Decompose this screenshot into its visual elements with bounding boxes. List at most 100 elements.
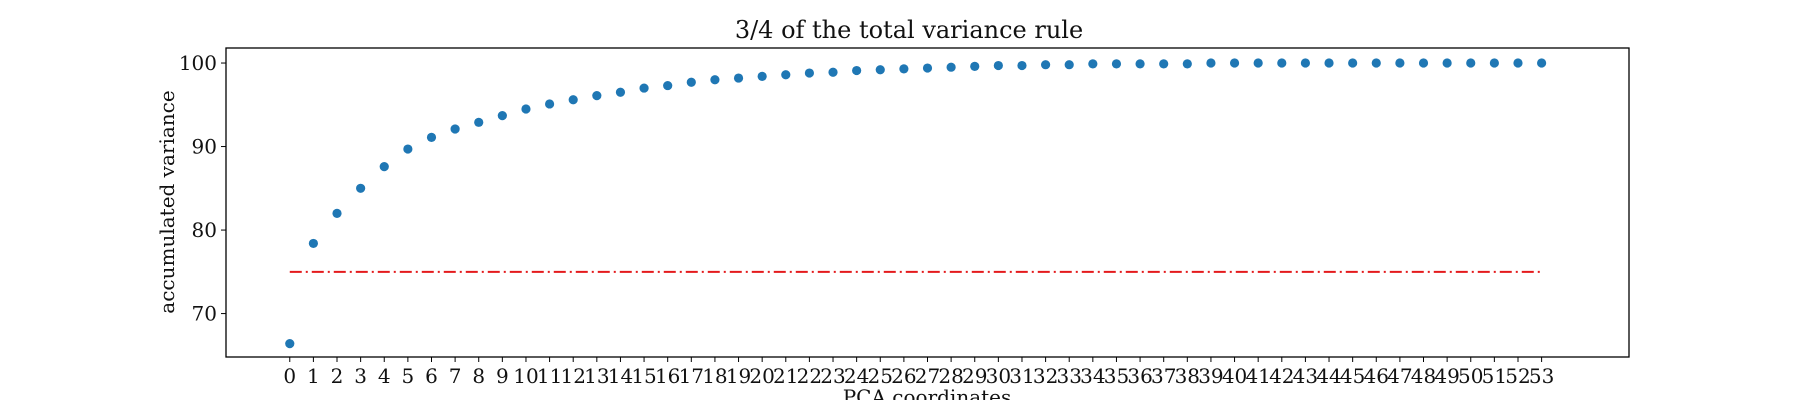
data-point [804,68,815,78]
data-point [1017,60,1027,71]
x-tick-label: 12 [560,364,585,388]
data-points [285,58,1547,349]
x-tick-label: 26 [891,364,916,388]
data-point [1537,58,1547,68]
x-tick-label: 22 [797,364,822,388]
x-tick-label: 43 [1293,364,1318,388]
x-tick-label: 46 [1364,364,1389,388]
x-tick-label: 9 [496,364,509,388]
x-tick-label: 34 [1080,364,1105,388]
x-tick-label: 51 [1482,364,1507,388]
y-tick-label: 80 [192,218,217,242]
x-tick-label: 32 [1033,364,1058,388]
data-point [828,67,838,77]
y-tick-label: 100 [179,51,217,75]
x-tick-label: 15 [631,364,656,388]
x-tick-label: 20 [749,364,774,388]
x-tick-label: 50 [1458,364,1483,388]
data-point [1348,58,1358,68]
data-point [568,95,578,105]
plot-frame [225,47,1630,358]
data-point [615,87,626,97]
x-axis-ticks: 0 1 2 3 4 5 6 7 8 9 101112131415161718192021222324… [283,357,1554,388]
x-tick-label: 28 [938,364,963,388]
data-point [474,117,484,127]
x-tick-label: 4 [378,364,391,388]
data-point [332,208,342,218]
data-point [379,161,389,172]
x-tick-label: 31 [1009,364,1034,388]
x-tick-label: 21 [773,364,798,388]
data-point [1418,58,1429,68]
data-point [1466,58,1476,68]
data-point [875,65,885,75]
x-tick-label: 8 [472,364,485,388]
x-tick-label: 5 [402,364,415,388]
x-tick-label: 13 [584,364,609,388]
data-point [1513,58,1523,68]
data-point [1206,58,1216,68]
data-point [521,104,531,114]
data-point [1229,58,1240,68]
x-tick-label: 52 [1505,364,1530,388]
data-point [757,71,767,81]
x-tick-label: 18 [702,364,727,388]
data-point [1489,58,1499,68]
data-point [1159,59,1169,69]
x-tick-label: 37 [1151,364,1176,388]
y-tick-label: 90 [192,135,217,159]
x-tick-label: 53 [1529,364,1554,388]
data-point [450,124,460,134]
data-point [426,132,437,142]
x-tick-label: 47 [1387,364,1412,388]
x-tick-label: 25 [868,364,893,388]
x-tick-label: 39 [1198,364,1223,388]
x-tick-label: 44 [1316,364,1341,388]
data-point [497,111,507,121]
data-point [1111,59,1122,69]
x-tick-label: 3 [354,364,367,388]
data-point [852,65,862,76]
x-tick-label: 45 [1340,364,1365,388]
data-point [1442,58,1452,68]
x-tick-label: 14 [608,364,633,388]
x-tick-label: 29 [962,364,987,388]
x-tick-label: 19 [726,364,751,388]
data-point [663,80,673,91]
x-tick-label: 23 [820,364,845,388]
data-point [1064,60,1074,70]
x-axis-label: PCA coordinates [843,385,1012,400]
x-tick-label: 17 [679,364,704,388]
data-point [946,62,956,72]
data-point [781,70,791,80]
x-tick-label: 11 [537,364,562,388]
data-point [710,75,720,85]
data-point [1088,59,1098,69]
data-point [308,238,318,249]
x-tick-label: 16 [655,364,680,388]
x-tick-label: 35 [1104,364,1129,388]
x-tick-label: 30 [986,364,1011,388]
x-tick-label: 38 [1175,364,1200,388]
data-point [970,61,980,71]
x-tick-label: 7 [449,364,462,388]
x-tick-label: 0 [283,364,296,388]
x-tick-label: 33 [1056,364,1081,388]
x-tick-label: 42 [1269,364,1294,388]
x-tick-label: 48 [1411,364,1436,388]
data-point [1300,58,1311,68]
data-point [1395,58,1405,68]
x-tick-label: 2 [331,364,344,388]
y-axis-ticks: 70 80 90 100 [179,51,226,326]
data-point [1277,58,1287,68]
data-point [686,77,696,87]
data-point [1135,59,1145,69]
data-point [544,99,555,109]
x-tick-label: 6 [425,364,438,388]
y-tick-label: 70 [192,302,217,326]
x-tick-label: 10 [513,364,538,388]
chart-title: 3/4 of the total variance rule [735,16,1083,44]
data-point [993,60,1003,71]
data-point [1040,60,1051,70]
data-point [733,73,744,83]
